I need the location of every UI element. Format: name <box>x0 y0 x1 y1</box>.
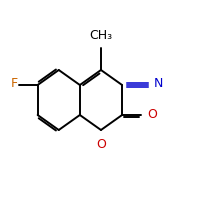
Text: F: F <box>10 77 17 90</box>
Text: O: O <box>96 138 106 151</box>
Text: CH₃: CH₃ <box>89 29 113 42</box>
Text: O: O <box>147 108 157 121</box>
Text: N: N <box>153 77 163 90</box>
